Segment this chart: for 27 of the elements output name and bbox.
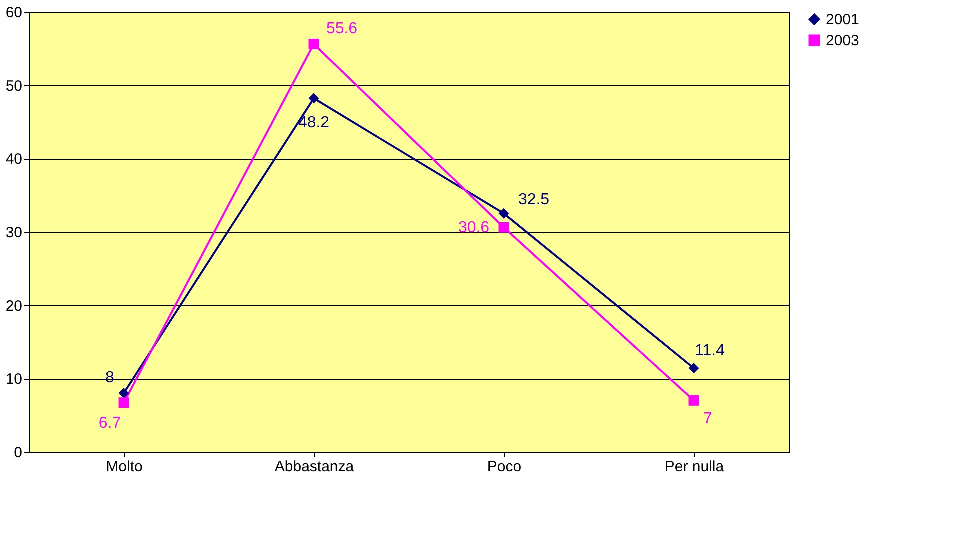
point	[308, 39, 320, 50]
point	[118, 398, 130, 408]
point	[688, 395, 700, 406]
y-tick-label: 10	[6, 371, 22, 388]
y-tick-label: 50	[6, 78, 22, 95]
data-label: 48.2	[298, 114, 330, 132]
data-label: 32.5	[518, 192, 550, 209]
data-label: 7	[704, 410, 713, 428]
y-tick-label: 30	[6, 224, 22, 242]
point	[308, 93, 320, 104]
y-tick-label: 60	[6, 4, 22, 22]
data-label: 6.7	[98, 414, 122, 432]
legend-label: 2003	[826, 32, 860, 50]
point	[688, 363, 700, 374]
x-tick-label: Molto	[106, 458, 143, 476]
point	[118, 388, 130, 399]
legend-label: 2001	[826, 12, 860, 28]
x-tick-label: Poco	[487, 458, 522, 476]
y-tick-label: 40	[6, 151, 22, 168]
data-label: 55.6	[326, 20, 358, 38]
data-label: 11.4	[695, 342, 726, 360]
x-tick-label: Abbastanza	[274, 458, 355, 476]
point	[498, 222, 510, 233]
point	[498, 208, 510, 219]
x-tick-label: Per nulla	[664, 458, 725, 476]
y-tick-label: 0	[14, 444, 22, 462]
y-tick-label: 20	[6, 298, 22, 315]
